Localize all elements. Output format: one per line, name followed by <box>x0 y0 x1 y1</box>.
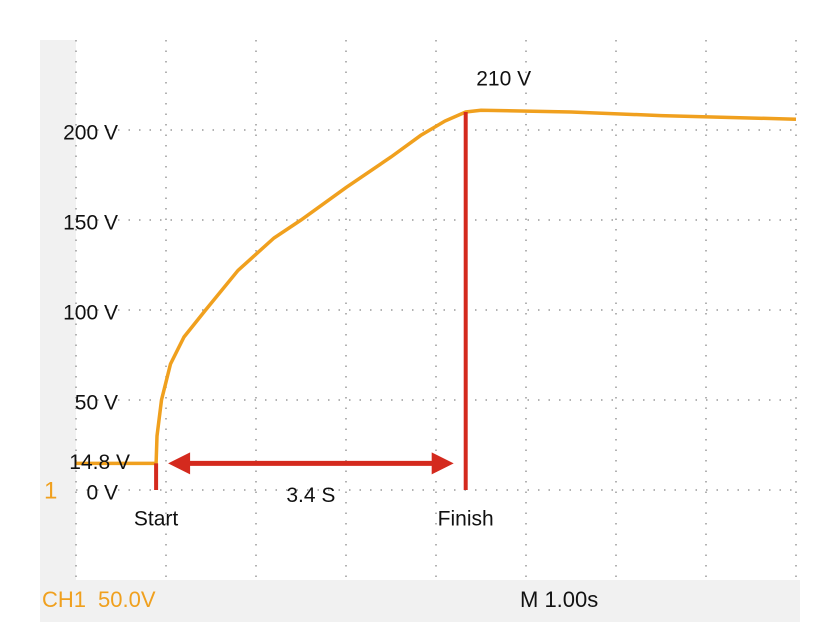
marker-label: Finish <box>438 508 494 531</box>
level-annotation: 14.8 V <box>69 451 130 474</box>
y-tick-label: 100 V <box>63 302 118 325</box>
y-tick-label: 150 V <box>63 212 118 235</box>
arrow-head-left <box>168 452 191 475</box>
status-bar <box>40 580 800 622</box>
y-tick-label: 50 V <box>75 392 118 415</box>
status-volts: 50.0V <box>98 587 156 612</box>
peak-annotation: 210 V <box>476 68 531 91</box>
status-channel: CH1 <box>42 587 86 612</box>
y-tick-label: 0 V <box>86 482 118 505</box>
left-strip <box>40 40 76 580</box>
trace <box>76 108 797 466</box>
marker-label: Start <box>134 508 179 531</box>
arrow-head-right <box>431 452 454 475</box>
interval-label: 3.4 S <box>286 484 335 507</box>
channel-marker: 1 <box>44 477 57 504</box>
y-tick-label: 200 V <box>63 122 118 145</box>
status-time: M 1.00s <box>520 587 598 612</box>
